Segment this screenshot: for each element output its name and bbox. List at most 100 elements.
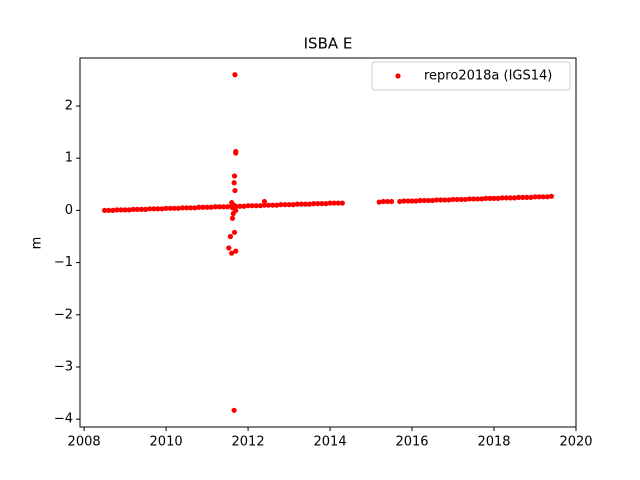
point <box>231 180 237 186</box>
point <box>405 198 411 204</box>
point <box>487 195 493 201</box>
point <box>188 205 194 211</box>
point <box>315 201 321 207</box>
point <box>159 206 165 212</box>
point <box>261 198 268 205</box>
x-tick-label: 2012 <box>232 435 265 450</box>
point <box>274 202 280 208</box>
point <box>142 206 149 212</box>
point <box>200 204 206 210</box>
point <box>434 197 440 203</box>
point <box>339 200 345 206</box>
point <box>466 196 473 202</box>
point <box>216 204 222 210</box>
chart-title: ISBA E <box>304 35 353 53</box>
point <box>167 205 173 211</box>
point <box>278 202 284 208</box>
point <box>192 205 198 211</box>
y-tick-label: −3 <box>54 359 73 374</box>
point <box>507 195 514 201</box>
point <box>454 196 460 203</box>
point <box>503 195 509 201</box>
point <box>475 196 481 202</box>
point <box>155 206 161 212</box>
point <box>122 207 128 213</box>
point <box>134 206 140 212</box>
point <box>438 197 444 203</box>
point <box>446 197 452 203</box>
point <box>224 204 231 210</box>
point <box>208 204 214 210</box>
point <box>311 201 317 207</box>
point <box>429 197 436 204</box>
point <box>245 203 251 209</box>
legend-label: repro2018a (IGS14) <box>424 69 552 84</box>
point <box>138 206 145 212</box>
plot-frame <box>79 57 577 428</box>
point <box>511 195 518 201</box>
point <box>323 201 329 207</box>
point <box>171 205 177 211</box>
point <box>241 203 247 209</box>
x-tick-label: 2008 <box>68 435 101 450</box>
point <box>302 201 309 207</box>
point <box>151 206 157 212</box>
point <box>237 203 243 209</box>
x-tick-label: 2018 <box>477 435 510 450</box>
point <box>110 207 116 214</box>
point <box>458 196 464 203</box>
point <box>183 205 190 211</box>
point <box>282 202 288 208</box>
point <box>442 197 448 203</box>
point <box>450 196 456 203</box>
y-tick-label: −2 <box>54 307 73 322</box>
legend-marker <box>395 73 401 79</box>
point <box>231 229 238 235</box>
point <box>233 248 239 254</box>
point <box>229 215 236 221</box>
point <box>226 245 232 251</box>
point <box>548 193 555 199</box>
point <box>179 205 186 211</box>
point <box>231 173 238 179</box>
point <box>118 207 124 213</box>
point <box>417 197 423 204</box>
point <box>212 204 218 210</box>
point <box>231 407 237 413</box>
y-tick-label: 0 <box>65 203 73 218</box>
point <box>409 198 415 204</box>
point <box>290 202 296 208</box>
y-tick-label: 2 <box>65 99 73 114</box>
point <box>540 194 546 200</box>
point <box>147 206 153 212</box>
point <box>130 206 136 212</box>
point <box>229 205 236 211</box>
point <box>376 199 382 205</box>
point <box>175 205 181 211</box>
point <box>331 200 337 206</box>
point <box>532 194 538 200</box>
point <box>425 197 432 204</box>
point <box>270 202 276 208</box>
point <box>462 196 468 203</box>
point <box>294 201 300 207</box>
point <box>253 203 259 209</box>
point <box>114 207 120 213</box>
point <box>388 198 395 205</box>
point <box>536 194 542 200</box>
point <box>380 198 386 205</box>
point <box>232 187 238 194</box>
point <box>286 202 292 208</box>
point <box>196 204 202 210</box>
point <box>384 198 391 205</box>
point <box>544 194 550 200</box>
point <box>335 200 341 206</box>
point <box>265 202 272 208</box>
point <box>516 194 522 200</box>
point <box>327 200 333 206</box>
legend-box <box>371 61 571 91</box>
y-tick-label: −4 <box>54 412 73 427</box>
point <box>499 195 505 201</box>
